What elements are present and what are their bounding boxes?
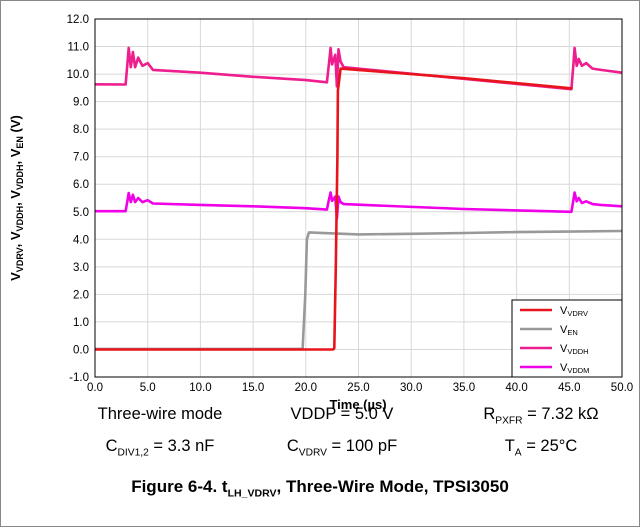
legend-box [511,299,623,378]
x-tick-labels: 0.0 5.0 10.0 15.0 20.0 25.0 30.0 35.0 40.0 45.0 50… [87,382,633,394]
y-tick-label: 11.0 [67,42,89,54]
y-tick-label: 12.0 [67,14,89,26]
x-tick-label: 0.0 [87,382,103,394]
y-tick-labels: -1.0 0.0 1.0 2.0 3.0 4.0 5.0 6.0 7.0 8.0 9.0 10.0 11… [67,14,89,384]
y-tick-label: 3.0 [73,262,89,274]
x-axis-label: Time (µs) [329,397,386,412]
x-tick-label: 20.0 [295,382,317,394]
x-tick-label: 45.0 [558,382,580,394]
condition-vddp: VDDP = 5.0 V [290,405,394,423]
x-tick-label: 35.0 [453,382,475,394]
y-tick-label: 2.0 [73,289,89,301]
x-tick-label: 25.0 [347,382,369,394]
caption-subscript: LH_VDRV [227,487,277,500]
legend-label-vdrv: VVDRV [560,305,588,318]
cdiv-symbol: C [105,437,118,455]
condition-ta: TA = 25°C [505,437,578,458]
x-tick-label: 10.0 [189,382,211,394]
cdiv-value: = 3.3 nF [148,437,215,455]
legend-label-en: VEN [560,324,578,337]
y-tick-label: 4.0 [73,234,89,246]
condition-cdiv: CDIV1,2 = 3.3 nF [106,437,215,458]
condition-rpxfr: RPXFR = 7.32 kΩ [483,405,598,426]
x-tick-label: 50.0 [611,382,633,394]
series-line-vddm [95,191,623,220]
cvdrv-subscript: VDRV [298,447,327,459]
y-tick-label: 9.0 [73,97,89,109]
chart: 0.0 5.0 10.0 15.0 20.0 25.0 30.0 35.0 40.0 45.0 50… [8,14,633,412]
cvdrv-value: = 100 pF [326,437,398,455]
y-tick-label: 7.0 [73,152,89,164]
y-axis-label: VVDRV, VVDDH, VVDDH, VEN (V) [8,115,25,281]
y-tick-label: 10.0 [67,69,89,81]
y-tick-label: 5.0 [73,207,89,219]
y-tick-label: 0.0 [73,344,89,356]
rpxfr-value: = 7.32 kΩ [522,405,599,423]
series-line-en [95,229,623,351]
ta-value: = 25°C [521,437,578,455]
series-line-vddh [94,46,623,91]
rpxfr-symbol: R [483,405,496,423]
y-tick-label: 8.0 [73,124,89,136]
x-tick-label: 40.0 [505,382,527,394]
caption-suffix: , Three-Wire Mode, TPSI3050 [276,477,509,496]
y-tick-label: -1.0 [69,372,89,384]
figure-caption: Figure 6-4. tLH_VDRV, Three-Wire Mode, T… [0,477,640,499]
y-tick-label: 6.0 [73,179,89,191]
cvdrv-symbol: C [286,437,299,455]
legend-label-vddh: VVDDH [560,343,589,356]
caption-prefix: Figure 6-4. t [131,477,228,496]
condition-mode: Three-wire mode [97,405,223,423]
ta-symbol: T [504,437,515,455]
series-line-vdrv [95,67,573,351]
y-tick-label: 1.0 [73,317,89,329]
x-tick-label: 30.0 [400,382,422,394]
condition-cvdrv: CVDRV = 100 pF [287,437,397,458]
legend: VVDRV VEN VVDDH VVDDM [511,299,623,378]
x-tick-label: 5.0 [140,382,156,394]
rpxfr-subscript: PXFR [495,415,523,427]
x-tick-label: 15.0 [242,382,264,394]
plot-border [94,18,623,378]
cdiv-subscript: DIV1,2 [117,447,149,459]
legend-label-vddm: VVDDM [560,362,589,375]
ta-subscript: A [514,447,522,459]
series-lines [94,46,623,351]
